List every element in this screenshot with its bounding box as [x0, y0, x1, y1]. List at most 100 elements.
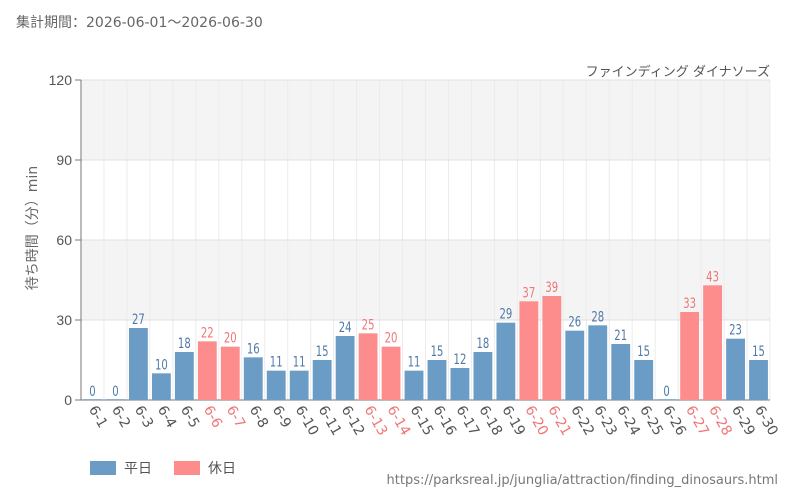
bar-6-24: [611, 344, 631, 400]
bar-6-30: [749, 360, 768, 400]
value-label-6-8: 16: [247, 341, 260, 357]
x-tick-label-6-7: 6-7: [223, 403, 248, 431]
bar-6-5: [174, 352, 194, 400]
bar-6-1: [83, 399, 102, 400]
x-tick-label-6-17: 6-17: [452, 403, 482, 439]
x-tick-label-6-21: 6-21: [544, 403, 574, 439]
bar-6-28: [703, 285, 722, 400]
value-label-6-2: 0: [112, 383, 118, 399]
legend-holiday-label: 休日: [208, 461, 236, 477]
y-tick-label: 120: [49, 72, 73, 88]
x-tick-label-6-8: 6-8: [246, 403, 271, 431]
holiday-swatch: [174, 461, 200, 475]
value-label-6-22: 26: [568, 314, 581, 330]
value-label-6-26: 0: [663, 383, 669, 399]
legend-weekday-label: 平日: [124, 461, 152, 477]
value-label-6-5: 18: [178, 335, 191, 351]
bar-6-20: [519, 301, 539, 400]
x-tick-label-6-6: 6-6: [200, 403, 225, 431]
bar-6-13: [358, 333, 378, 400]
x-tick-label-6-3: 6-3: [131, 403, 156, 431]
value-label-6-23: 28: [591, 309, 604, 325]
x-tick-label-6-14: 6-14: [384, 403, 414, 439]
bar-6-10: [289, 370, 309, 400]
bar-6-29: [726, 338, 745, 400]
value-label-6-13: 25: [362, 317, 375, 333]
bar-6-4: [151, 373, 171, 400]
value-label-6-14: 20: [385, 330, 398, 346]
y-tick-label: 60: [56, 232, 72, 248]
x-tick-label-6-19: 6-19: [498, 403, 528, 439]
value-label-6-12: 24: [339, 319, 352, 335]
source-url: https://parksreal.jp/junglia/attraction/…: [386, 473, 778, 488]
bar-6-26: [657, 399, 677, 400]
legend-item-holiday: 休日: [174, 458, 236, 478]
value-label-6-21: 39: [545, 279, 558, 295]
bar-6-18: [473, 352, 493, 400]
x-tick-label-6-27: 6-27: [682, 403, 712, 439]
bar-6-11: [312, 360, 332, 400]
weekday-swatch: [90, 461, 116, 475]
x-tick-label-6-22: 6-22: [567, 403, 597, 439]
x-tick-label-6-15: 6-15: [407, 403, 437, 439]
x-tick-label-6-16: 6-16: [430, 403, 460, 439]
period-label: 集計期間：2026-06-01～2026-06-30: [16, 15, 263, 31]
value-label-6-3: 27: [132, 311, 145, 327]
value-label-6-4: 10: [155, 357, 168, 373]
bar-6-19: [496, 322, 516, 400]
value-label-6-11: 15: [316, 343, 329, 359]
value-label-6-30: 15: [752, 343, 765, 359]
x-tick-label-6-24: 6-24: [613, 403, 643, 439]
x-tick-label-6-9: 6-9: [269, 403, 294, 431]
bar-6-7: [220, 346, 240, 400]
legend-item-weekday: 平日: [90, 458, 152, 478]
bar-6-14: [381, 346, 401, 400]
value-label-6-18: 18: [477, 335, 490, 351]
bar-6-21: [542, 296, 562, 400]
value-label-6-6: 22: [201, 325, 214, 341]
y-tick-label: 0: [64, 392, 72, 408]
value-label-6-19: 29: [499, 306, 512, 322]
y-tick-label: 90: [56, 152, 72, 168]
value-label-6-24: 21: [614, 327, 627, 343]
x-tick-label-6-23: 6-23: [590, 403, 620, 439]
x-tick-label-6-18: 6-18: [475, 403, 505, 439]
bar-6-3: [129, 328, 148, 400]
x-tick-label-6-10: 6-10: [292, 403, 322, 439]
legend: 平日 休日: [90, 458, 258, 478]
value-label-6-25: 15: [637, 343, 650, 359]
x-tick-label-6-2: 6-2: [108, 403, 133, 431]
value-label-6-9: 11: [270, 354, 283, 370]
x-tick-label-6-30: 6-30: [751, 403, 781, 439]
x-tick-label-6-4: 6-4: [154, 403, 179, 431]
value-label-6-27: 33: [683, 295, 696, 311]
x-tick-label-6-5: 6-5: [177, 403, 202, 431]
bar-6-15: [404, 370, 424, 400]
value-label-6-29: 23: [729, 322, 742, 338]
bar-6-9: [266, 370, 286, 400]
value-label-6-7: 20: [224, 330, 237, 346]
bar-6-23: [588, 325, 608, 400]
bar-6-27: [680, 312, 700, 400]
bar-6-6: [197, 341, 217, 400]
bar-6-8: [243, 357, 263, 400]
value-label-6-28: 43: [706, 269, 719, 285]
x-tick-label-6-25: 6-25: [636, 403, 666, 439]
value-label-6-17: 12: [454, 351, 467, 367]
bar-6-2: [106, 399, 125, 400]
value-label-6-1: 0: [89, 383, 95, 399]
x-tick-label-6-1: 6-1: [85, 403, 110, 431]
value-label-6-10: 11: [293, 354, 306, 370]
x-tick-label-6-13: 6-13: [361, 403, 391, 439]
x-tick-label-6-12: 6-12: [338, 403, 368, 439]
bar-6-17: [450, 368, 470, 400]
x-tick-label-6-29: 6-29: [728, 403, 758, 439]
bar-6-12: [335, 336, 355, 400]
value-label-6-15: 11: [408, 354, 421, 370]
x-tick-label-6-28: 6-28: [705, 403, 735, 439]
bar-6-25: [634, 360, 654, 400]
y-tick-label: 30: [56, 312, 72, 328]
bar-6-22: [565, 330, 585, 400]
bar-6-16: [427, 360, 447, 400]
